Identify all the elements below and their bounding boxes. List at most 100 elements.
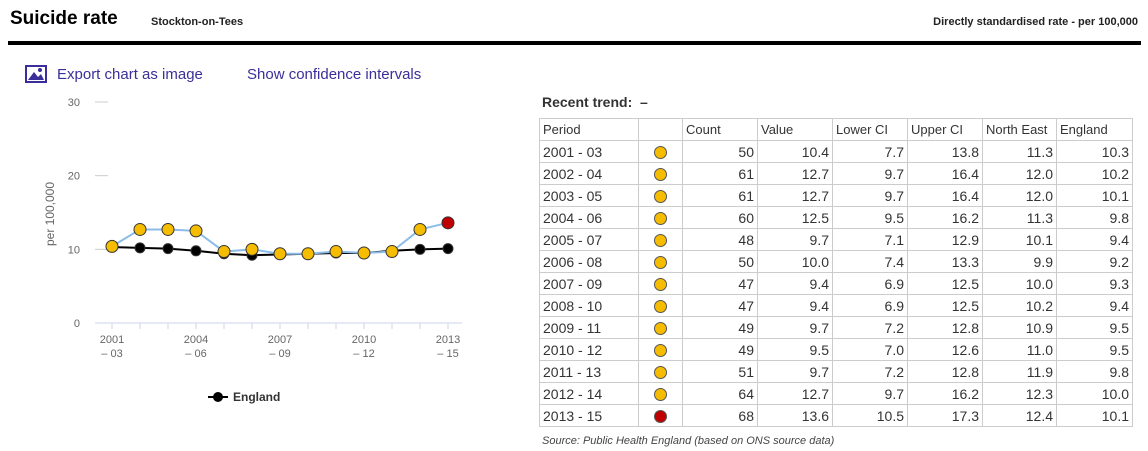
status-dot bbox=[654, 366, 667, 380]
trend-label: Recent trend: bbox=[542, 94, 633, 110]
status-header bbox=[638, 118, 683, 141]
cell: 13.6 bbox=[757, 404, 833, 427]
cell: 12.7 bbox=[757, 184, 833, 207]
cell: 12.0 bbox=[982, 162, 1057, 185]
cell: 9.4 bbox=[1056, 294, 1133, 317]
data-table: Period Count Value Lower CI Upper CI North Ea… bbox=[539, 118, 1133, 427]
cell: 10.0 bbox=[982, 272, 1057, 295]
cell: 10.2 bbox=[982, 294, 1057, 317]
table-row: 2001 - 03 50 10.4 7.7 13.8 11.3 10.3 bbox=[539, 140, 1133, 163]
cell: 17.3 bbox=[907, 404, 983, 427]
cell: 11.3 bbox=[982, 206, 1057, 229]
cell: 7.4 bbox=[832, 250, 908, 273]
cell: 9.7 bbox=[757, 360, 833, 383]
export-link[interactable]: Export chart as image bbox=[57, 66, 203, 83]
cell: 7.0 bbox=[832, 338, 908, 361]
table-row: 2007 - 09 47 9.4 6.9 12.5 10.0 9.3 bbox=[539, 272, 1133, 295]
cell: 9.3 bbox=[1056, 272, 1133, 295]
point bbox=[190, 245, 202, 257]
point bbox=[133, 222, 147, 236]
cell: 2010 - 12 bbox=[539, 338, 639, 361]
cell: 47 bbox=[682, 272, 758, 295]
x-tick-label: 2004 – 06 bbox=[183, 334, 209, 360]
y-tick-label: 20 bbox=[68, 171, 80, 183]
cell: 9.4 bbox=[757, 272, 833, 295]
cell: 12.6 bbox=[907, 338, 983, 361]
point bbox=[134, 242, 146, 254]
unit: Directly standardised rate - per 100,000 bbox=[933, 16, 1138, 28]
point bbox=[357, 246, 371, 260]
point bbox=[414, 243, 426, 255]
cell: 11.0 bbox=[982, 338, 1057, 361]
status-dot bbox=[654, 410, 667, 424]
cell: 2006 - 08 bbox=[539, 250, 639, 273]
status-cell bbox=[638, 316, 683, 339]
cell: 7.2 bbox=[832, 316, 908, 339]
cell: 16.4 bbox=[907, 184, 983, 207]
cell: 2011 - 13 bbox=[539, 360, 639, 383]
trend-value: – bbox=[640, 94, 648, 110]
cell: 9.8 bbox=[1056, 206, 1133, 229]
cell: 13.3 bbox=[907, 250, 983, 273]
cell: 6.9 bbox=[832, 294, 908, 317]
table-row: 2011 - 13 51 9.7 7.2 12.8 11.9 9.8 bbox=[539, 360, 1133, 383]
status-cell bbox=[638, 294, 683, 317]
table-row: 2013 - 15 68 13.6 10.5 17.3 12.4 10.1 bbox=[539, 404, 1133, 427]
cell: 12.5 bbox=[907, 272, 983, 295]
column-header: Value bbox=[757, 118, 833, 141]
cell: 12.9 bbox=[907, 228, 983, 251]
cell: 50 bbox=[682, 250, 758, 273]
status-cell bbox=[638, 360, 683, 383]
ci-link[interactable]: Show confidence intervals bbox=[247, 66, 422, 83]
cell: 2005 - 07 bbox=[539, 228, 639, 251]
cell: 61 bbox=[682, 162, 758, 185]
image-icon[interactable] bbox=[24, 64, 48, 84]
legend-marker bbox=[213, 392, 223, 402]
cell: 9.7 bbox=[757, 316, 833, 339]
cell: 12.7 bbox=[757, 382, 833, 405]
cell: 10.3 bbox=[1056, 140, 1133, 163]
table-row: 2010 - 12 49 9.5 7.0 12.6 11.0 9.5 bbox=[539, 338, 1133, 361]
status-cell bbox=[638, 404, 683, 427]
cell: 11.9 bbox=[982, 360, 1057, 383]
y-axis-label: per 100,000 bbox=[43, 182, 57, 246]
column-header: North East bbox=[982, 118, 1057, 141]
point bbox=[161, 222, 175, 236]
cell: 9.5 bbox=[832, 206, 908, 229]
cell: 2002 - 04 bbox=[539, 162, 639, 185]
status-dot bbox=[654, 168, 667, 182]
status-dot bbox=[654, 212, 667, 226]
cell: 61 bbox=[682, 184, 758, 207]
cell: 10.1 bbox=[1056, 404, 1133, 427]
x-tick-label: 2010 – 12 bbox=[351, 334, 377, 360]
status-dot bbox=[654, 344, 667, 358]
cell: 12.4 bbox=[982, 404, 1057, 427]
cell: 50 bbox=[682, 140, 758, 163]
cell: 16.2 bbox=[907, 206, 983, 229]
point bbox=[189, 224, 203, 238]
x-tick-label: 2007 – 09 bbox=[267, 334, 293, 360]
cell: 2008 - 10 bbox=[539, 294, 639, 317]
point bbox=[245, 242, 259, 256]
cell: 64 bbox=[682, 382, 758, 405]
cell: 10.0 bbox=[1056, 382, 1133, 405]
cell: 49 bbox=[682, 316, 758, 339]
table-row: 2002 - 04 61 12.7 9.7 16.4 12.0 10.2 bbox=[539, 162, 1133, 185]
y-tick-label: 10 bbox=[68, 244, 80, 256]
cell: 60 bbox=[682, 206, 758, 229]
cell: 10.4 bbox=[757, 140, 833, 163]
cell: 12.3 bbox=[982, 382, 1057, 405]
cell: 11.3 bbox=[982, 140, 1057, 163]
cell: 9.7 bbox=[832, 162, 908, 185]
cell: 12.8 bbox=[907, 360, 983, 383]
column-header: England bbox=[1056, 118, 1133, 141]
status-dot bbox=[654, 256, 667, 270]
point bbox=[301, 247, 315, 261]
cell: 9.5 bbox=[757, 338, 833, 361]
cell: 9.5 bbox=[1056, 338, 1133, 361]
point bbox=[385, 245, 399, 259]
cell: 10.2 bbox=[1056, 162, 1133, 185]
table-row: 2005 - 07 48 9.7 7.1 12.9 10.1 9.4 bbox=[539, 228, 1133, 251]
status-dot bbox=[654, 388, 667, 402]
